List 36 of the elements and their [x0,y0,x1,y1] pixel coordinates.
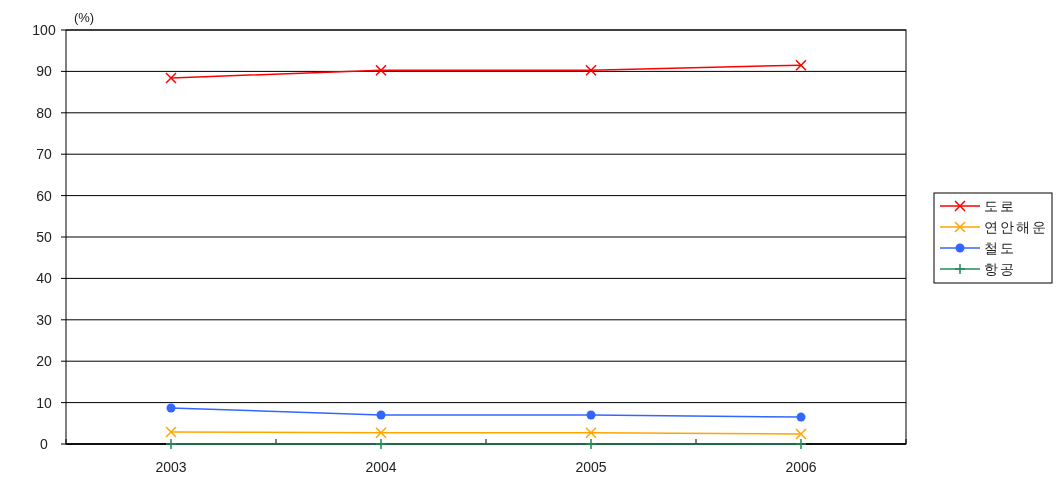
y-tick-label: 20 [36,353,52,370]
y-tick-label: 100 [32,22,56,38]
y-tick-label: 50 [36,229,52,245]
point [165,426,177,438]
x-tick-label: 2006 [785,459,817,475]
point [165,438,177,450]
point [165,72,177,84]
x-tick-label: 2004 [365,459,397,475]
point [795,59,807,71]
point [795,428,807,440]
y-tick-label: 40 [36,270,52,287]
point [585,64,597,76]
point [795,438,807,450]
legend-label: 철도 [984,240,1016,256]
point [585,427,597,439]
y-axis-title: (%) [73,10,95,25]
point [796,412,806,422]
point [376,410,386,420]
y-tick-label: 70 [36,146,52,163]
y-tick-label: 30 [36,311,52,328]
y-tick-label: 60 [36,187,52,204]
legend-label: 도로 [984,198,1016,214]
point [166,403,176,413]
x-tick-label: 2005 [575,459,607,475]
point [375,438,387,450]
point [585,438,597,450]
legend-label: 연안해운 [984,219,1048,235]
y-tick-label: 80 [36,104,52,121]
x-tick-label: 2003 [155,459,187,475]
point [375,64,387,76]
y-tick-label: 10 [36,394,52,411]
point [586,410,596,420]
legend-label: 항공 [984,261,1016,277]
y-tick-label: 90 [36,63,52,80]
y-tick-label: 0 [40,436,49,452]
point [375,427,387,439]
